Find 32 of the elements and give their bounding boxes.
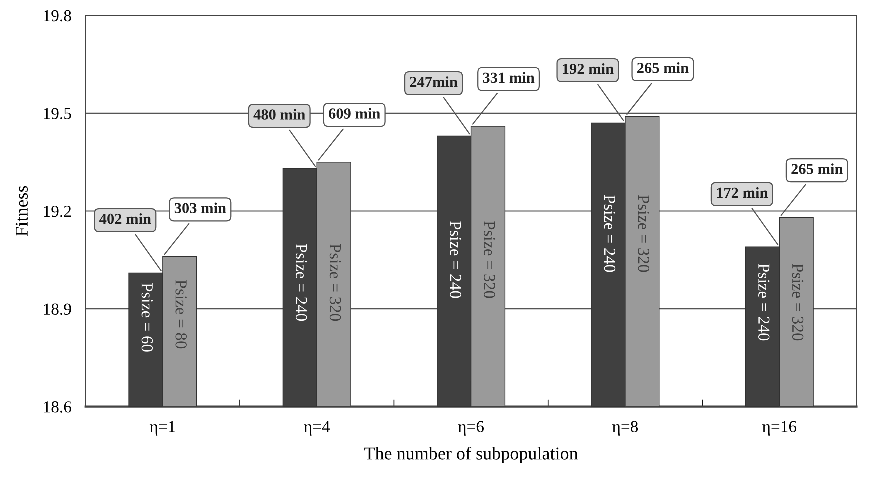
x-axis-title: The number of subpopulation (364, 446, 578, 464)
x-tick-label: η=1 (150, 421, 176, 436)
annotation: 609 min (329, 108, 380, 119)
annotation: 480 min (254, 109, 306, 120)
y-tick-label: 18.6 (44, 402, 72, 413)
annotation: 247min (410, 76, 458, 88)
annotation: Psize = 240 (604, 195, 616, 272)
annotation: 265 min (638, 62, 689, 74)
y-axis-title: Fitness (16, 186, 28, 236)
y-tick-label: 18.9 (44, 304, 72, 316)
annotation: Psize = 240 (296, 244, 308, 322)
annotation: Psize = 240 (758, 264, 770, 341)
y-tick-label: 19.2 (44, 206, 72, 218)
annotation: 402 min (100, 213, 152, 224)
annotation: Psize = 80 (176, 280, 187, 349)
annotation: Psize = 240 (450, 222, 462, 298)
x-tick-label: η=4 (304, 421, 330, 436)
annotation: 265 min (792, 164, 844, 174)
y-tick-label: 19.8 (44, 10, 72, 22)
x-tick-label: η=6 (458, 421, 484, 436)
y-tick-label: 19.5 (44, 108, 72, 120)
annotation: 172 min (717, 187, 768, 198)
annotation: 192 min (563, 64, 614, 74)
x-tick-label: η=8 (612, 421, 638, 436)
annotation: Psize = 320 (792, 264, 804, 341)
x-tick-label: η=16 (762, 421, 797, 436)
annotation: Psize = 320 (484, 222, 496, 298)
annotation: Psize = 320 (330, 244, 342, 322)
annotation: 331 min (483, 72, 535, 84)
annotation: Psize = 320 (638, 195, 650, 272)
annotation: 303 min (174, 202, 226, 214)
annotation: Psize = 60 (142, 283, 154, 352)
